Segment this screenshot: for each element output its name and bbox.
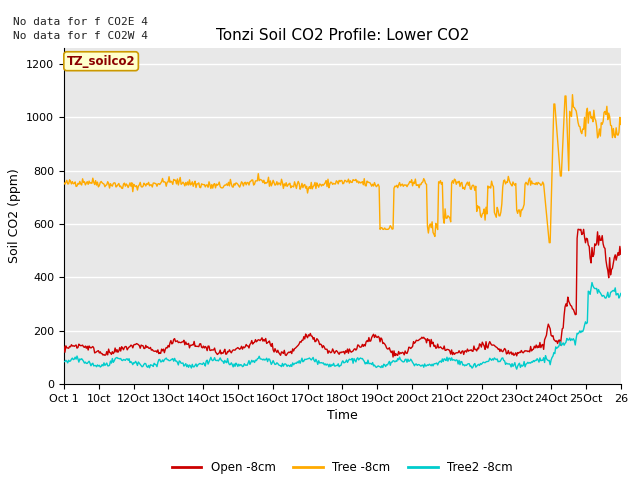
X-axis label: Time: Time	[327, 409, 358, 422]
Title: Tonzi Soil CO2 Profile: Lower CO2: Tonzi Soil CO2 Profile: Lower CO2	[216, 28, 469, 43]
Text: No data for f CO2E 4: No data for f CO2E 4	[13, 17, 148, 27]
Legend: Open -8cm, Tree -8cm, Tree2 -8cm: Open -8cm, Tree -8cm, Tree2 -8cm	[167, 456, 518, 479]
Text: TZ_soilco2: TZ_soilco2	[67, 55, 136, 68]
Text: No data for f CO2W 4: No data for f CO2W 4	[13, 31, 148, 41]
Y-axis label: Soil CO2 (ppm): Soil CO2 (ppm)	[8, 168, 20, 264]
